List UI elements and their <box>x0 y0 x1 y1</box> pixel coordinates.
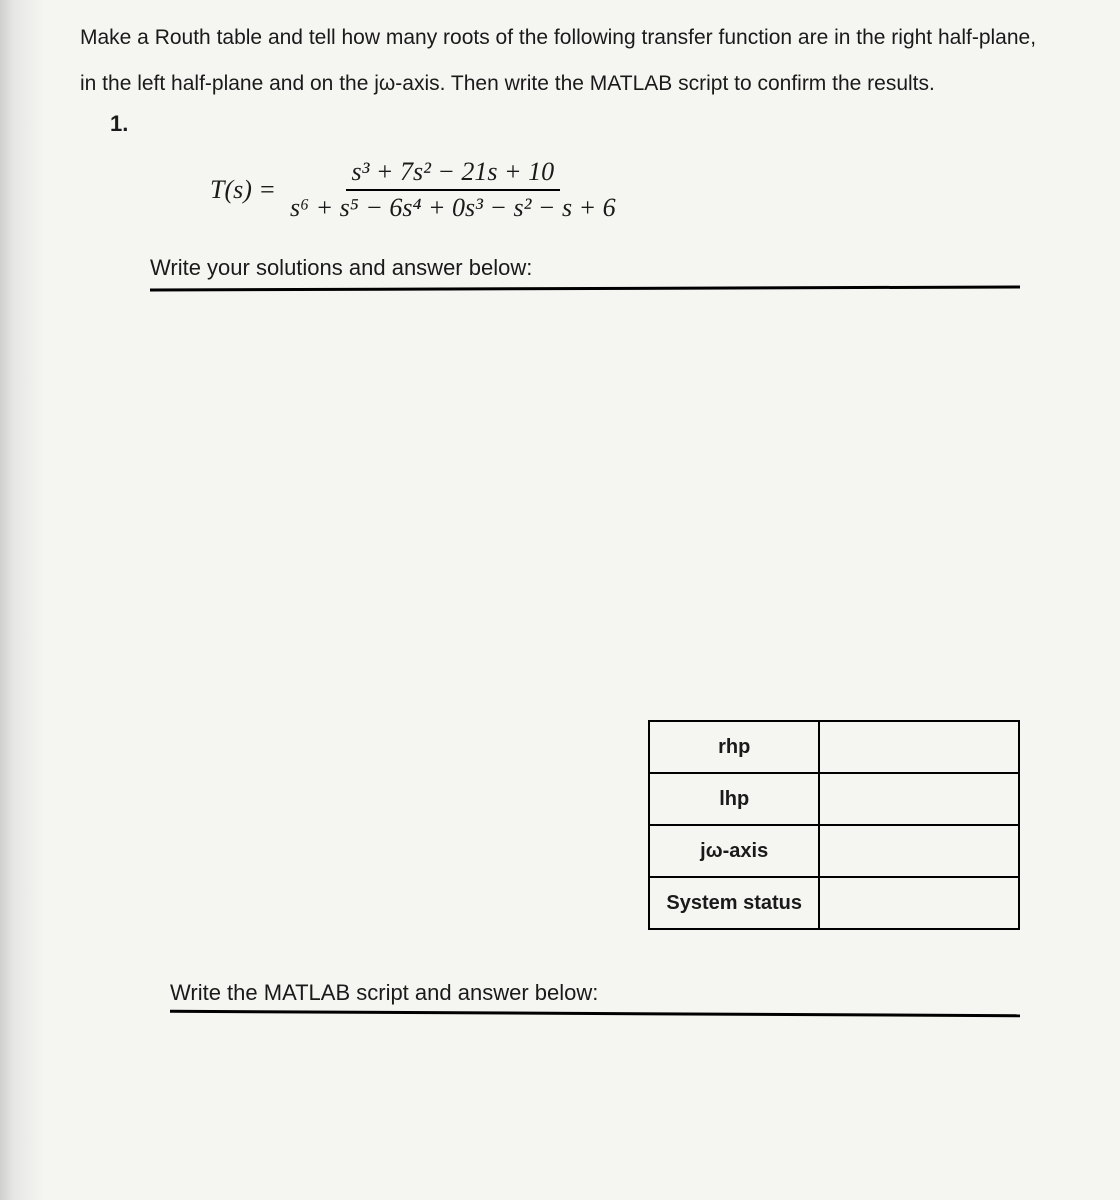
equation-numerator: s³ + 7s² − 21s + 10 <box>346 155 561 191</box>
row-value[interactable] <box>819 773 1019 825</box>
table-row: lhp <box>649 773 1019 825</box>
equation-denominator: s⁶ + s⁵ − 6s⁴ + 0s³ − s² − s + 6 <box>284 191 622 225</box>
prompt-line-2: in the left half-plane and on the jω-axi… <box>80 66 1060 102</box>
table-row: rhp <box>649 721 1019 773</box>
page-shadow <box>0 0 45 1200</box>
row-value[interactable] <box>819 721 1019 773</box>
item-number: 1. <box>110 111 1060 137</box>
prompt-line-1: Make a Routh table and tell how many roo… <box>80 20 1060 56</box>
answer-table-wrapper: rhp lhp jω-axis System status <box>80 720 1020 930</box>
row-label: rhp <box>649 721 819 773</box>
solutions-workspace <box>80 290 1060 720</box>
matlab-underline <box>170 1010 1020 1017</box>
solutions-label: Write your solutions and answer below: <box>150 255 1060 281</box>
row-value[interactable] <box>819 877 1019 929</box>
answer-table: rhp lhp jω-axis System status <box>648 720 1020 930</box>
row-value[interactable] <box>819 825 1019 877</box>
equation-lhs: T(s) = <box>210 175 276 205</box>
row-label: jω-axis <box>649 825 819 877</box>
table-row: System status <box>649 877 1019 929</box>
transfer-function-equation: T(s) = s³ + 7s² − 21s + 10 s⁶ + s⁵ − 6s⁴… <box>210 155 1060 225</box>
table-row: jω-axis <box>649 825 1019 877</box>
matlab-label: Write the MATLAB script and answer below… <box>170 980 1060 1006</box>
row-label: System status <box>649 877 819 929</box>
equation-fraction: s³ + 7s² − 21s + 10 s⁶ + s⁵ − 6s⁴ + 0s³ … <box>284 155 622 225</box>
row-label: lhp <box>649 773 819 825</box>
